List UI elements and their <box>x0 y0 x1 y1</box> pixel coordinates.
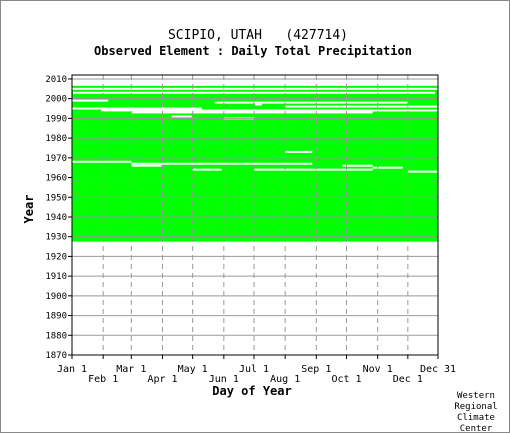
y-tick-label-1880: 1880 <box>45 331 67 341</box>
y-tick-label-1920: 1920 <box>45 252 67 262</box>
credit-line-1: Western <box>457 391 495 401</box>
missing-data-span-19 <box>407 170 438 173</box>
credit-line-2: Regional <box>454 402 497 412</box>
x-tick-label-may-1: May 1 <box>178 364 208 375</box>
missing-data-span-18 <box>253 168 373 171</box>
wrcc-credit: Western Regional Climate Center <box>454 391 497 433</box>
chart-title: SCIPIO, UTAH (427714) <box>168 28 348 43</box>
y-tick-label-1910: 1910 <box>45 272 67 282</box>
y-tick-label-1980: 1980 <box>45 134 67 144</box>
y-tick-label-1950: 1950 <box>45 193 67 203</box>
missing-data-span-9 <box>171 115 192 118</box>
y-tick-label-2010: 2010 <box>45 75 67 85</box>
missing-data-span-0 <box>72 87 438 90</box>
missing-data-span-5 <box>285 105 438 108</box>
credit-line-3: Climate <box>457 413 495 423</box>
x-tick-label-sep-1: Sep 1 <box>301 364 331 375</box>
missing-data-span-8 <box>131 111 373 114</box>
x-tick-label-jun-1: Jun 1 <box>209 374 239 385</box>
x-tick-label-aug-1: Aug 1 <box>270 374 300 385</box>
coverage-layer <box>72 85 439 242</box>
missing-data-span-6 <box>72 107 202 110</box>
x-tick-label-dec-1: Dec 1 <box>393 374 423 385</box>
y-tick-label-1990: 1990 <box>45 114 67 124</box>
missing-data-span-3 <box>214 101 408 104</box>
x-tick-label-mar-1: Mar 1 <box>116 364 146 375</box>
x-tick-label-oct-1: Oct 1 <box>331 374 361 385</box>
x-axis: Jan 1 Mar 1 May 1 Jul 1 Sep 1 Nov 1 Dec 31 Feb … <box>57 355 456 385</box>
y-tick-label-2000: 2000 <box>45 95 67 105</box>
y-axis-label: Year <box>22 195 36 224</box>
missing-data-span-11 <box>285 150 313 153</box>
missing-data-span-13 <box>131 162 313 165</box>
missing-data-span-7 <box>101 109 439 112</box>
missing-data-span-17 <box>192 168 222 171</box>
x-tick-label-jul-1: Jul 1 <box>239 364 269 375</box>
x-tick-label-jan-1: Jan 1 <box>57 364 87 375</box>
x-tick-label-feb-1: Feb 1 <box>88 374 118 385</box>
missing-data-span-4 <box>255 103 263 106</box>
y-axis: 2010 2000 1990 1980 1970 1960 1950 1940 1930 1920… <box>45 75 72 361</box>
y-tick-label-1870: 1870 <box>45 351 67 361</box>
y-tick-label-1930: 1930 <box>45 233 67 243</box>
plot-border <box>71 74 439 356</box>
y-tick-label-1970: 1970 <box>45 154 67 164</box>
grid-layer <box>71 74 439 356</box>
y-tick-label-1890: 1890 <box>45 312 67 322</box>
y-tick-label-1900: 1900 <box>45 292 67 302</box>
missing-data-span-1 <box>73 91 435 94</box>
y-tick-label-1940: 1940 <box>45 213 67 223</box>
x-tick-label-nov-1: Nov 1 <box>363 364 393 375</box>
missing-data-span-15 <box>342 164 373 167</box>
credit-line-4: Center <box>460 424 493 433</box>
missing-data-span-12 <box>72 160 132 163</box>
y-tick-label-1960: 1960 <box>45 174 67 184</box>
missing-data-span-14 <box>131 164 162 167</box>
x-tick-label-apr-1: Apr 1 <box>147 374 177 385</box>
chart-subtitle: Observed Element : Daily Total Precipita… <box>94 44 412 58</box>
x-tick-label-dec-31: Dec 31 <box>420 364 456 375</box>
missing-data-span-2 <box>72 99 109 102</box>
missing-data-span-16 <box>372 166 403 169</box>
x-axis-label: Day of Year <box>212 384 291 398</box>
